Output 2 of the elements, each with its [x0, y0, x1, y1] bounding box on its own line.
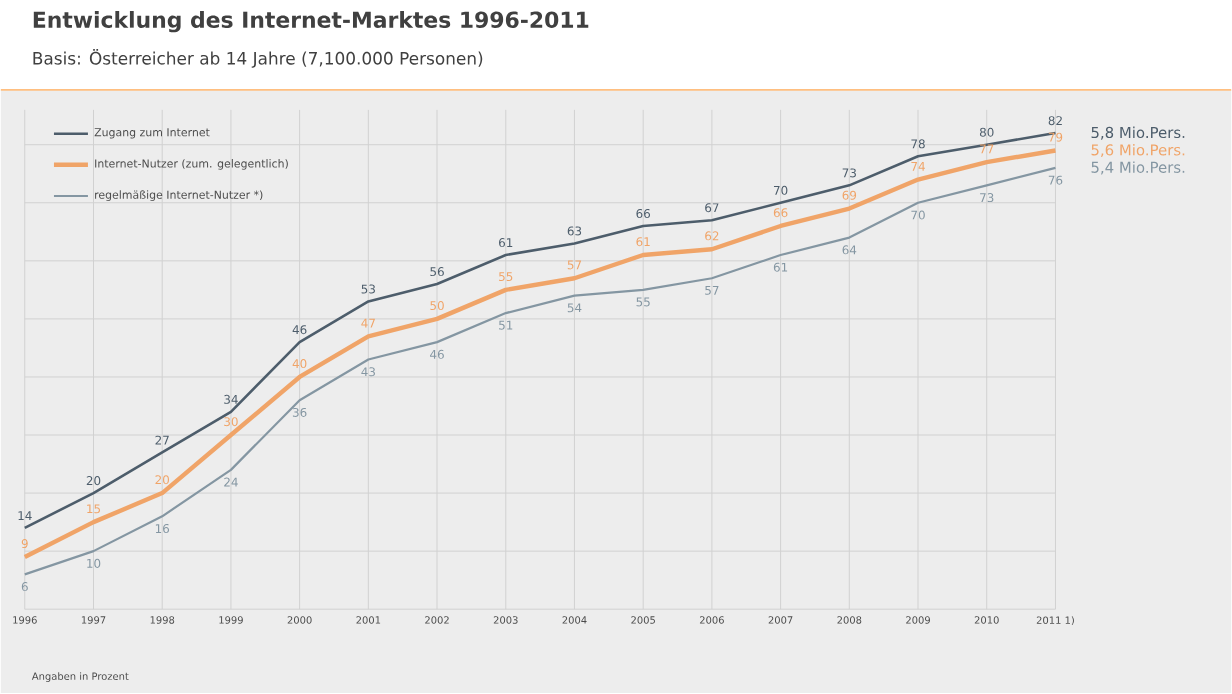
chart-subtitle: Basis: Österreicher ab 14 Jahre (7,100.000 Personen): [33, 49, 483, 69]
chart-title: Entwicklung des Internet-Marktes 1996-2011: [33, 11, 589, 33]
